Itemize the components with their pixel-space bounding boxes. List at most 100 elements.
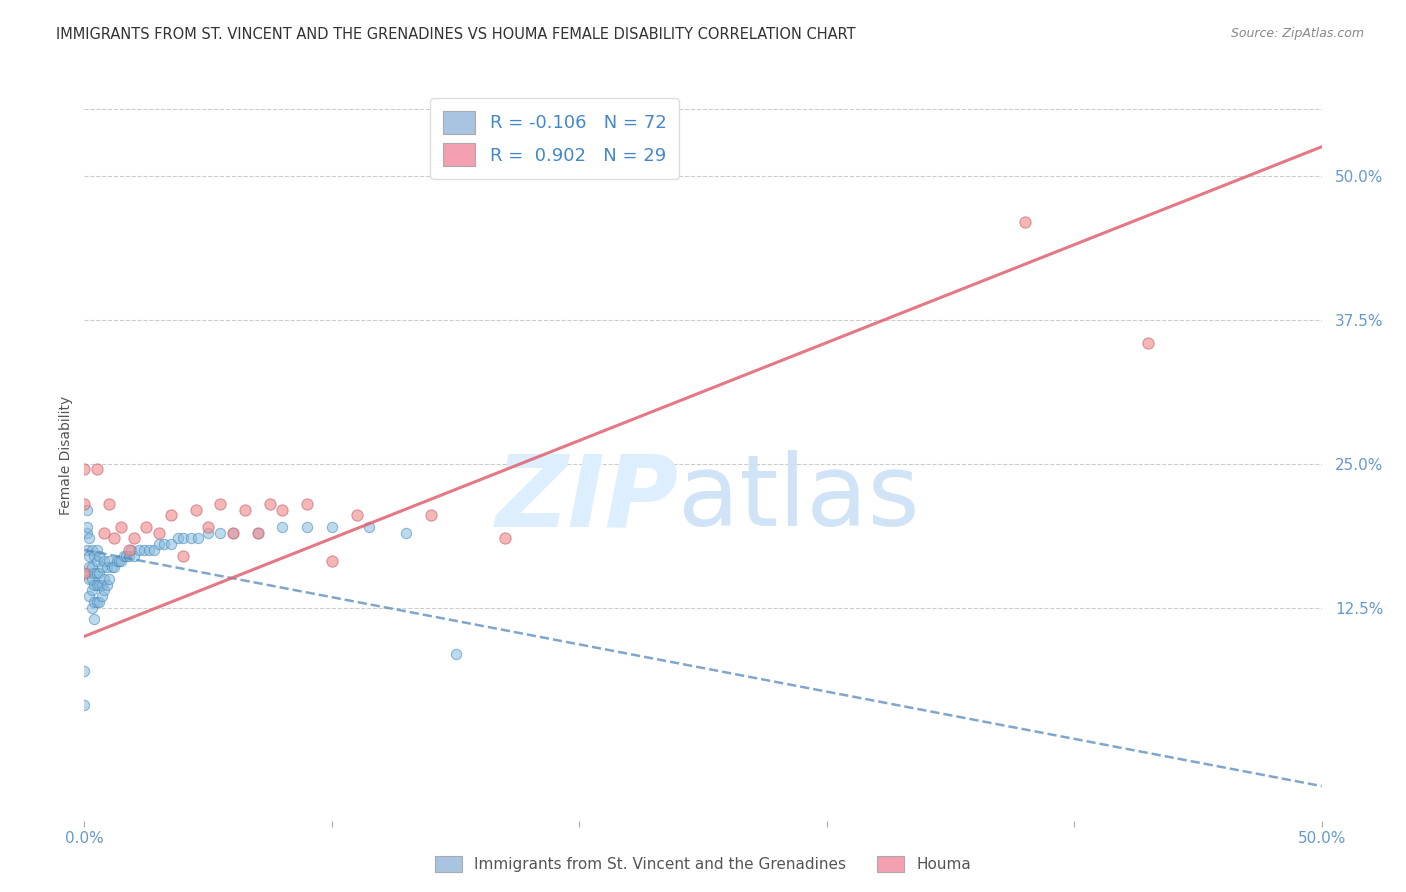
Point [86, 543, 108, 558]
Point [86, 566, 108, 580]
Point [122, 549, 145, 563]
Point [80, 572, 103, 586]
Point [98, 572, 121, 586]
Point [89, 549, 111, 563]
Point [83, 577, 105, 591]
Point [209, 525, 232, 540]
Point [96, 577, 118, 591]
Point [73, 664, 96, 678]
Point [90, 560, 112, 574]
Point [271, 502, 294, 516]
Point [93, 572, 115, 586]
Point [110, 554, 132, 568]
Point [395, 525, 418, 540]
Point [93, 525, 115, 540]
Point [86, 554, 108, 568]
Point [103, 532, 125, 546]
Text: atlas: atlas [678, 450, 920, 548]
Point [321, 520, 343, 534]
Point [83, 566, 105, 580]
Point [105, 554, 128, 568]
Point [160, 537, 183, 551]
Point [79, 572, 101, 586]
Point [73, 497, 96, 511]
Point [172, 532, 194, 546]
Point [110, 520, 132, 534]
Point [346, 508, 368, 523]
Text: ZIP: ZIP [495, 450, 678, 548]
Point [76, 525, 98, 540]
Point [419, 508, 441, 523]
Point [100, 560, 122, 574]
Point [187, 532, 209, 546]
Point [197, 520, 219, 534]
Point [152, 537, 174, 551]
Point [83, 595, 105, 609]
Point [112, 549, 135, 563]
Point [246, 525, 269, 540]
Point [115, 549, 138, 563]
Point [86, 595, 108, 609]
Y-axis label: Female Disability: Female Disability [59, 395, 73, 515]
Point [76, 502, 98, 516]
Point [148, 525, 170, 540]
Point [89, 577, 111, 591]
Point [90, 577, 112, 591]
Point [80, 600, 103, 615]
Point [118, 549, 141, 563]
Point [103, 560, 125, 574]
Point [128, 543, 150, 558]
Point [494, 532, 516, 546]
Point [76, 566, 98, 580]
Point [118, 543, 141, 558]
Point [222, 525, 245, 540]
Legend: Immigrants from St. Vincent and the Grenadines, Houma: Immigrants from St. Vincent and the Gren… [427, 848, 979, 880]
Point [222, 525, 245, 540]
Point [295, 497, 318, 511]
Point [167, 532, 190, 546]
Point [80, 543, 103, 558]
Text: Source: ZipAtlas.com: Source: ZipAtlas.com [1230, 27, 1364, 40]
Point [357, 520, 380, 534]
Text: IMMIGRANTS FROM ST. VINCENT AND THE GRENADINES VS HOUMA FEMALE DISABILITY CORREL: IMMIGRANTS FROM ST. VINCENT AND THE GREN… [56, 27, 856, 42]
Point [444, 647, 467, 661]
Point [73, 462, 96, 476]
Point [76, 520, 98, 534]
Point [108, 554, 131, 568]
Point [90, 589, 112, 603]
Point [142, 543, 165, 558]
Point [93, 554, 115, 568]
Point [180, 532, 202, 546]
Point [172, 549, 194, 563]
Point [135, 520, 157, 534]
Point [321, 554, 343, 568]
Point [79, 560, 101, 574]
Point [132, 543, 155, 558]
Point [98, 497, 121, 511]
Point [96, 560, 118, 574]
Point [120, 543, 142, 558]
Point [259, 497, 281, 511]
Point [80, 560, 103, 574]
Point [76, 543, 98, 558]
Point [73, 566, 96, 580]
Point [79, 589, 101, 603]
Point [80, 583, 103, 598]
Point [86, 577, 108, 591]
Point [271, 520, 294, 534]
Point [160, 508, 183, 523]
Point [98, 554, 121, 568]
Point [86, 462, 108, 476]
Point [83, 612, 105, 626]
Point [93, 583, 115, 598]
Legend: R = -0.106   N = 72, R =  0.902   N = 29: R = -0.106 N = 72, R = 0.902 N = 29 [430, 98, 679, 179]
Point [197, 525, 219, 540]
Point [1014, 215, 1036, 229]
Point [184, 502, 207, 516]
Point [89, 566, 111, 580]
Point [79, 549, 101, 563]
Point [138, 543, 160, 558]
Point [209, 497, 232, 511]
Point [83, 549, 105, 563]
Point [295, 520, 318, 534]
